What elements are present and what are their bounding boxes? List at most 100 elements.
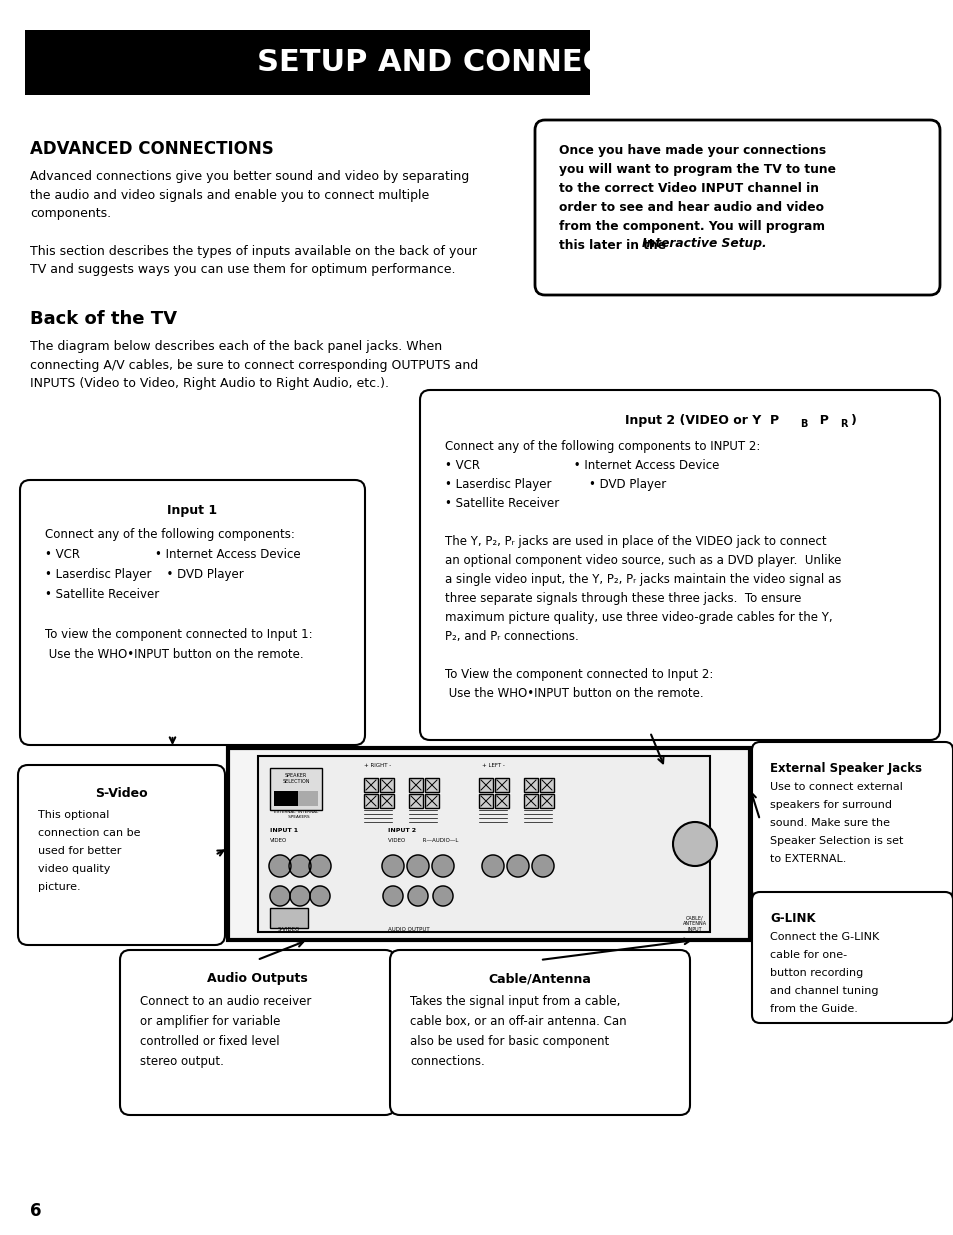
Bar — [424, 794, 438, 808]
Bar — [424, 778, 438, 792]
Text: a single video input, the Y, P₂, Pᵣ jacks maintain the video signal as: a single video input, the Y, P₂, Pᵣ jack… — [444, 573, 841, 585]
Text: This section describes the types of inputs available on the back of your
TV and : This section describes the types of inpu… — [30, 245, 476, 277]
Bar — [409, 778, 422, 792]
Text: + RIGHT -: + RIGHT - — [364, 763, 392, 768]
Text: Once you have made your connections
you will want to program the TV to tune
to t: Once you have made your connections you … — [558, 144, 835, 252]
Text: 6: 6 — [30, 1202, 42, 1220]
Bar — [228, 748, 749, 940]
Text: • VCR                    • Internet Access Device: • VCR • Internet Access Device — [45, 548, 300, 561]
Text: Takes the signal input from a cable,: Takes the signal input from a cable, — [410, 995, 619, 1008]
Text: P: P — [810, 414, 828, 427]
Circle shape — [269, 855, 291, 877]
Bar — [539, 794, 554, 808]
Circle shape — [309, 855, 331, 877]
Text: Interactive Setup.: Interactive Setup. — [641, 236, 766, 249]
Bar — [539, 778, 554, 792]
Text: The diagram below describes each of the back panel jacks. When
connecting A/V ca: The diagram below describes each of the … — [30, 340, 477, 390]
Text: and channel tuning: and channel tuning — [769, 986, 878, 995]
Text: G-LINK: G-LINK — [769, 911, 815, 925]
Bar — [364, 778, 377, 792]
Text: SPEAKER
SELECTION: SPEAKER SELECTION — [282, 773, 310, 784]
Text: EXTERNAL  INTERNAL
     SPEAKERS: EXTERNAL INTERNAL SPEAKERS — [274, 810, 317, 819]
Text: an optional component video source, such as a DVD player.  Unlike: an optional component video source, such… — [444, 555, 841, 567]
Circle shape — [532, 855, 554, 877]
FancyBboxPatch shape — [390, 950, 689, 1115]
FancyBboxPatch shape — [419, 390, 939, 740]
Text: Use the WHO•INPUT button on the remote.: Use the WHO•INPUT button on the remote. — [444, 687, 703, 700]
Text: cable for one-: cable for one- — [769, 950, 846, 960]
Bar — [478, 778, 493, 792]
Circle shape — [289, 855, 311, 877]
Bar — [495, 778, 509, 792]
Text: Use to connect external: Use to connect external — [769, 782, 902, 792]
Text: also be used for basic component: also be used for basic component — [410, 1035, 609, 1049]
Text: cable box, or an off-air antenna. Can: cable box, or an off-air antenna. Can — [410, 1015, 626, 1028]
Text: • Laserdisc Player    • DVD Player: • Laserdisc Player • DVD Player — [45, 568, 244, 580]
Circle shape — [672, 823, 717, 866]
Bar — [379, 794, 394, 808]
Text: three separate signals through these three jacks.  To ensure: three separate signals through these thr… — [444, 592, 801, 605]
Text: speakers for surround: speakers for surround — [769, 800, 891, 810]
Text: video quality: video quality — [38, 864, 111, 874]
Text: • Laserdisc Player          • DVD Player: • Laserdisc Player • DVD Player — [444, 478, 665, 492]
Text: • Satellite Receiver: • Satellite Receiver — [444, 496, 558, 510]
Text: ADVANCED CONNECTIONS: ADVANCED CONNECTIONS — [30, 140, 274, 158]
Bar — [478, 794, 493, 808]
Text: P₂, and Pᵣ connections.: P₂, and Pᵣ connections. — [444, 630, 578, 643]
Text: VIDEO: VIDEO — [270, 839, 287, 844]
Text: S-Video: S-Video — [94, 787, 147, 800]
Text: Connect to an audio receiver: Connect to an audio receiver — [140, 995, 311, 1008]
Circle shape — [310, 885, 330, 906]
Circle shape — [506, 855, 529, 877]
Circle shape — [433, 885, 453, 906]
Circle shape — [481, 855, 503, 877]
Text: • Satellite Receiver: • Satellite Receiver — [45, 588, 159, 601]
Bar — [523, 778, 537, 792]
Text: to EXTERNAL.: to EXTERNAL. — [769, 853, 845, 864]
Text: To view the component connected to Input 1:: To view the component connected to Input… — [45, 629, 313, 641]
FancyBboxPatch shape — [751, 742, 952, 898]
Circle shape — [381, 855, 403, 877]
Text: Cable/Antenna: Cable/Antenna — [488, 972, 591, 986]
Circle shape — [407, 855, 429, 877]
Text: R: R — [840, 419, 846, 429]
Text: SETUP AND CONNECTIONS: SETUP AND CONNECTIONS — [257, 48, 710, 77]
Text: INPUT 1: INPUT 1 — [270, 827, 297, 832]
FancyBboxPatch shape — [535, 120, 939, 295]
Circle shape — [432, 855, 454, 877]
Text: B: B — [800, 419, 806, 429]
Text: • VCR                         • Internet Access Device: • VCR • Internet Access Device — [444, 459, 719, 472]
Text: Connect any of the following components:: Connect any of the following components: — [45, 529, 294, 541]
Bar — [495, 794, 509, 808]
Text: connection can be: connection can be — [38, 827, 140, 839]
Text: stereo output.: stereo output. — [140, 1055, 224, 1068]
Text: Use the WHO•INPUT button on the remote.: Use the WHO•INPUT button on the remote. — [45, 648, 303, 661]
FancyBboxPatch shape — [18, 764, 225, 945]
FancyBboxPatch shape — [20, 480, 365, 745]
Bar — [270, 908, 308, 927]
Bar — [297, 790, 317, 806]
Circle shape — [270, 885, 290, 906]
Text: used for better: used for better — [38, 846, 121, 856]
Text: The Y, P₂, Pᵣ jacks are used in place of the VIDEO jack to connect: The Y, P₂, Pᵣ jacks are used in place of… — [444, 535, 825, 548]
Circle shape — [382, 885, 402, 906]
Circle shape — [408, 885, 428, 906]
Text: Audio Outputs: Audio Outputs — [207, 972, 307, 986]
Text: S-VIDEO: S-VIDEO — [277, 927, 300, 932]
Text: VIDEO          R—AUDIO—L: VIDEO R—AUDIO—L — [388, 839, 457, 844]
FancyBboxPatch shape — [120, 950, 395, 1115]
Bar — [523, 794, 537, 808]
Text: Speaker Selection is set: Speaker Selection is set — [769, 836, 902, 846]
Text: or amplifier for variable: or amplifier for variable — [140, 1015, 280, 1028]
Text: To View the component connected to Input 2:: To View the component connected to Input… — [444, 668, 713, 680]
Text: This optional: This optional — [38, 810, 110, 820]
Text: Advanced connections give you better sound and video by separating
the audio and: Advanced connections give you better sou… — [30, 170, 469, 220]
Text: Connect the G-LINK: Connect the G-LINK — [769, 932, 879, 942]
Text: connections.: connections. — [410, 1055, 484, 1068]
Bar — [379, 778, 394, 792]
Text: controlled or fixed level: controlled or fixed level — [140, 1035, 279, 1049]
Text: INPUT 2: INPUT 2 — [388, 827, 416, 832]
FancyBboxPatch shape — [751, 892, 952, 1023]
Text: + LEFT -: + LEFT - — [481, 763, 504, 768]
Text: Input 2 (VIDEO or Y  P: Input 2 (VIDEO or Y P — [624, 414, 779, 427]
